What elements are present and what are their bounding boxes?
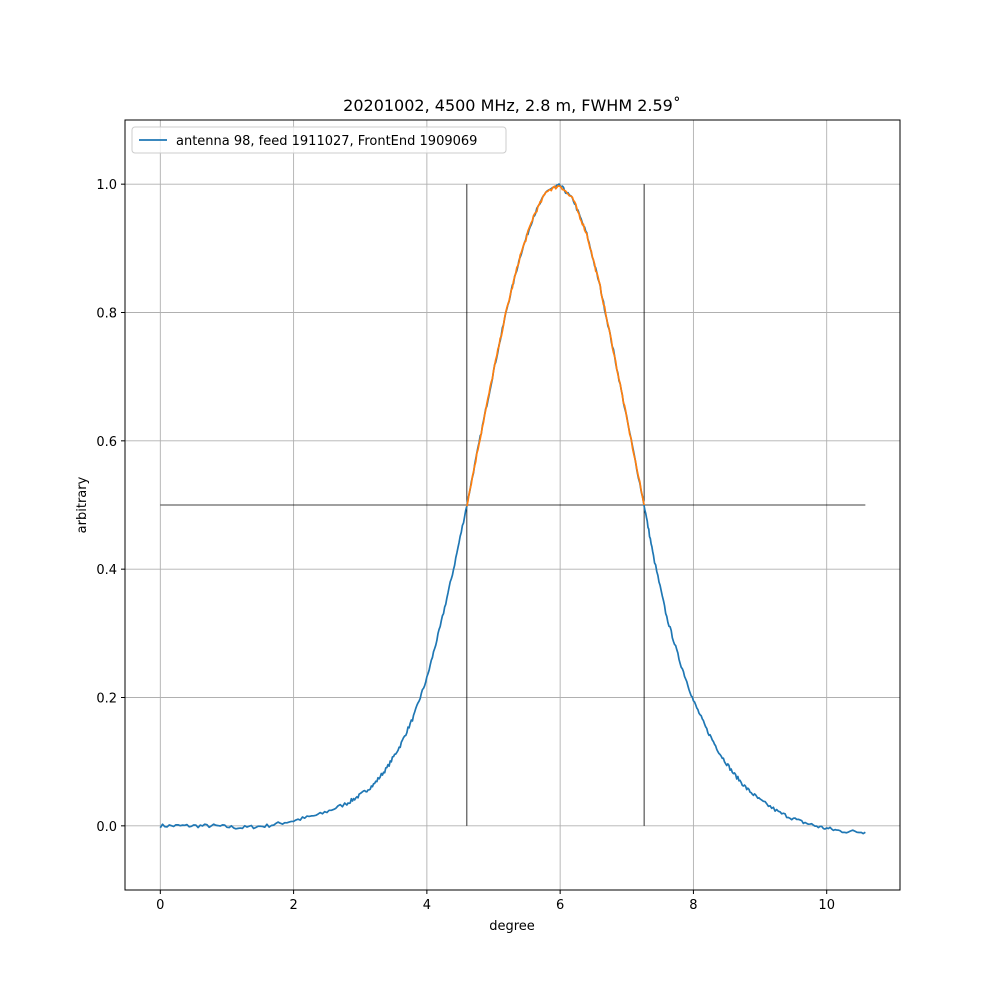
x-tick-label: 6 <box>556 898 564 913</box>
x-tick-label: 10 <box>818 898 835 913</box>
axis-ticks: 0 2 4 6 8 10 0.0 0.2 0.4 0.6 0.8 1.0 <box>96 178 835 913</box>
y-tick-label: 0.0 <box>96 820 117 835</box>
legend: antenna 98, feed 1911027, FrontEnd 19090… <box>131 126 507 154</box>
y-tick-label: 0.6 <box>96 435 117 450</box>
data-curves <box>159 183 866 835</box>
legend-entry: antenna 98, feed 1911027, FrontEnd 19090… <box>176 134 477 149</box>
y-tick-label: 0.8 <box>96 307 117 322</box>
y-tick-label: 1.0 <box>96 178 117 193</box>
x-tick-label: 2 <box>289 898 297 913</box>
x-tick-label: 0 <box>156 898 164 913</box>
y-tick-label: 0.2 <box>96 692 117 707</box>
x-tick-label: 4 <box>423 898 431 913</box>
x-axis-label: degree <box>489 919 535 934</box>
chart-title: 20201002, 4500 MHz, 2.8 m, FWHM 2.59˚ <box>343 96 681 115</box>
y-tick-label: 0.4 <box>96 563 117 578</box>
legend-box <box>131 126 507 154</box>
plot-frame <box>124 119 901 891</box>
grid-lines <box>125 120 900 890</box>
y-axis-label: arbitrary <box>75 476 90 533</box>
half-power-segment <box>466 185 645 507</box>
x-tick-label: 8 <box>689 898 697 913</box>
